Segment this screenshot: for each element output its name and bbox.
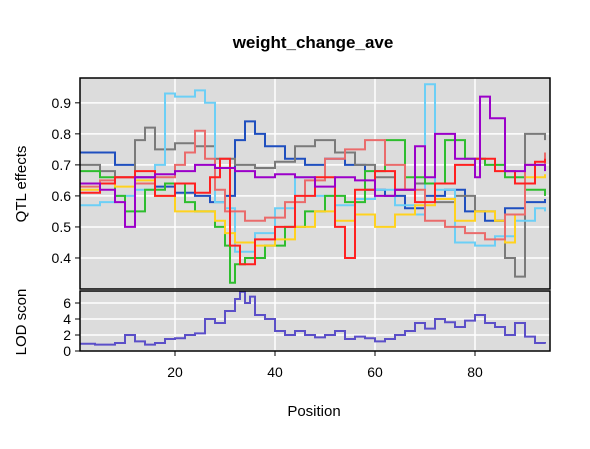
y-tick-label: 4 bbox=[63, 311, 71, 327]
effects-y-axis: 0.4 0.5 0.6 0.7 0.8 0.9 bbox=[52, 95, 80, 266]
lod-panel-background bbox=[80, 291, 550, 351]
chart-title: weight_change_ave bbox=[232, 33, 394, 52]
x-tick-label: 20 bbox=[167, 364, 183, 380]
lod-panel-frame bbox=[79, 290, 551, 352]
x-tick-label: 40 bbox=[267, 364, 283, 380]
x-axis: 20 40 60 80 bbox=[167, 351, 483, 380]
series-line-8 bbox=[80, 95, 546, 228]
y-tick-label: 0 bbox=[63, 343, 71, 359]
effects-lines bbox=[80, 83, 546, 284]
x-tick-label: 60 bbox=[367, 364, 383, 380]
y-tick-label: 0.7 bbox=[52, 157, 72, 173]
y-tick-label: 6 bbox=[63, 295, 71, 311]
series-line-1 bbox=[80, 290, 546, 346]
y-tick-label: 0.4 bbox=[52, 250, 72, 266]
y-tick-label: 0.8 bbox=[52, 126, 72, 142]
y-tick-label: 0.5 bbox=[52, 219, 72, 235]
lod-lines bbox=[80, 290, 546, 346]
y-tick-label: 0.6 bbox=[52, 188, 72, 204]
y-tick-label: 0.9 bbox=[52, 95, 72, 111]
x-tick-label: 80 bbox=[467, 364, 483, 380]
lod-y-label: LOD scon bbox=[13, 289, 30, 356]
effects-panel-frame bbox=[79, 77, 551, 290]
effects-panel: 0.4 0.5 0.6 0.7 0.8 0.9 QTL effects bbox=[13, 77, 551, 290]
effects-y-label: QTL effects bbox=[13, 146, 30, 223]
x-axis-label: Position bbox=[287, 403, 340, 420]
y-tick-label: 2 bbox=[63, 327, 71, 343]
series-line-6 bbox=[80, 129, 546, 241]
